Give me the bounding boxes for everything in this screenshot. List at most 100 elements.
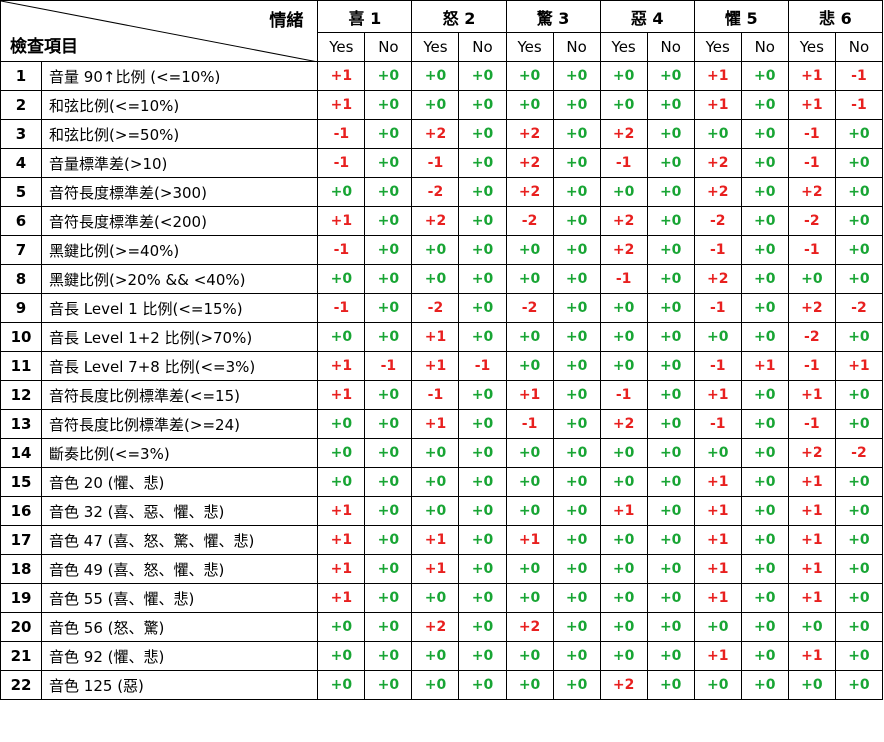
yes-score-cell: +1 <box>787 380 836 410</box>
yes-score-cell: +1 <box>693 583 742 613</box>
yes-score-cell: +0 <box>505 90 554 120</box>
no-score-cell: +0 <box>364 554 413 584</box>
table-row: 6 音符長度標準差(<200) +1 +0 +2 +0 -2 +0 +2 +0 -2 +0 -2 +0 <box>0 206 884 236</box>
yes-score-cell: -1 <box>787 351 836 381</box>
no-header: No <box>364 32 413 62</box>
emotion-header-sadness: 悲 6 <box>787 0 884 33</box>
table-row: 2 和弦比例(<=10%) +1 +0 +0 +0 +0 +0 +0 +0 +1 +0 +1 -1 <box>0 90 884 120</box>
yes-score-cell: +2 <box>693 264 742 294</box>
row-number: 14 <box>0 438 43 468</box>
yes-score-cell: +1 <box>317 583 366 613</box>
yes-score-cell: +2 <box>787 293 836 323</box>
yes-score-cell: +1 <box>505 525 554 555</box>
yes-score-cell: +1 <box>787 525 836 555</box>
no-score-cell: +0 <box>458 438 507 468</box>
table-row: 4 音量標準差(>10) -1 +0 -1 +0 +2 +0 -1 +0 +2 +0 -1 +0 <box>0 148 884 178</box>
no-score-cell: +0 <box>552 293 601 323</box>
table-row: 5 音符長度標準差(>300) +0 +0 -2 +0 +2 +0 +0 +0 +2 +0 +2 +0 <box>0 177 884 207</box>
check-item-label: 黑鍵比例(>=40%) <box>41 235 319 265</box>
no-score-cell: +0 <box>552 61 601 91</box>
no-score-cell: +0 <box>740 177 789 207</box>
no-score-cell: +0 <box>458 119 507 149</box>
yes-score-cell: +0 <box>599 583 648 613</box>
yes-score-cell: +1 <box>693 641 742 671</box>
no-header: No <box>646 32 695 62</box>
row-number: 21 <box>0 641 43 671</box>
no-score-cell: +0 <box>552 554 601 584</box>
yes-score-cell: +0 <box>693 119 742 149</box>
check-item-label: 音符長度比例標準差(<=15) <box>41 380 319 410</box>
row-number: 16 <box>0 496 43 526</box>
no-score-cell: -1 <box>458 351 507 381</box>
no-score-cell: +0 <box>834 583 884 613</box>
yes-score-cell: +0 <box>317 177 366 207</box>
yes-score-cell: +0 <box>411 583 460 613</box>
no-score-cell: +0 <box>364 496 413 526</box>
no-score-cell: +0 <box>552 467 601 497</box>
emotion-header-surprise: 驚 3 <box>505 0 601 33</box>
no-score-cell: +0 <box>740 119 789 149</box>
no-score-cell: +0 <box>552 641 601 671</box>
yes-score-cell: -2 <box>693 206 742 236</box>
yes-score-cell: +0 <box>599 322 648 352</box>
yes-score-cell: +0 <box>505 554 554 584</box>
no-score-cell: +1 <box>740 351 789 381</box>
yes-score-cell: +1 <box>411 554 460 584</box>
no-score-cell: +1 <box>834 351 884 381</box>
no-score-cell: +0 <box>458 554 507 584</box>
yes-score-cell: +1 <box>505 380 554 410</box>
yes-score-cell: +0 <box>411 641 460 671</box>
yes-score-cell: +1 <box>599 496 648 526</box>
no-score-cell: +0 <box>364 119 413 149</box>
yes-score-cell: -2 <box>411 177 460 207</box>
no-score-cell: +0 <box>740 612 789 642</box>
yes-score-cell: +2 <box>505 119 554 149</box>
yes-score-cell: +2 <box>599 235 648 265</box>
yes-score-cell: -1 <box>693 293 742 323</box>
emotion-header-disgust: 惡 4 <box>599 0 695 33</box>
yes-score-cell: +1 <box>787 61 836 91</box>
no-score-cell: +0 <box>552 380 601 410</box>
no-score-cell: +0 <box>458 641 507 671</box>
check-item-label: 和弦比例(>=50%) <box>41 119 319 149</box>
check-item-label: 音符長度標準差(>300) <box>41 177 319 207</box>
check-item-label: 音色 32 (喜、惡、懼、悲) <box>41 496 319 526</box>
no-score-cell: +0 <box>740 554 789 584</box>
no-score-cell: +0 <box>834 206 884 236</box>
yes-score-cell: +0 <box>599 90 648 120</box>
no-score-cell: +0 <box>646 438 695 468</box>
yes-score-cell: -1 <box>317 148 366 178</box>
table-row: 15 音色 20 (懼、悲) +0 +0 +0 +0 +0 +0 +0 +0 +1 +0 +1 +0 <box>0 467 884 497</box>
yes-score-cell: +0 <box>599 61 648 91</box>
yes-score-cell: +1 <box>693 496 742 526</box>
no-score-cell: +0 <box>740 90 789 120</box>
yes-score-cell: -1 <box>787 119 836 149</box>
yes-score-cell: +1 <box>787 467 836 497</box>
yes-score-cell: +1 <box>411 322 460 352</box>
yes-score-cell: +2 <box>693 177 742 207</box>
check-item-label: 音長 Level 7+8 比例(<=3%) <box>41 351 319 381</box>
no-score-cell: +0 <box>646 177 695 207</box>
no-score-cell: +0 <box>646 670 695 700</box>
yes-score-cell: +0 <box>505 264 554 294</box>
no-score-cell: +0 <box>458 235 507 265</box>
yes-score-cell: +0 <box>787 670 836 700</box>
yes-score-cell: +0 <box>599 351 648 381</box>
no-score-cell: +0 <box>458 612 507 642</box>
emotion-header-row: 情緒 檢查項目 喜 1 怒 2 驚 3 惡 4 懼 5 悲 6 <box>0 0 884 62</box>
table-row: 16 音色 32 (喜、惡、懼、悲) +1 +0 +0 +0 +0 +0 +1 +0 +1 +0 +1 +… <box>0 496 884 526</box>
no-score-cell: -1 <box>364 351 413 381</box>
table-row: 11 音長 Level 7+8 比例(<=3%) +1 -1 +1 -1 +0 +0 +0 +0-… <box>0 351 884 381</box>
no-score-cell: +0 <box>740 148 789 178</box>
no-score-cell: +0 <box>458 583 507 613</box>
yes-score-cell: +2 <box>505 148 554 178</box>
no-score-cell: +0 <box>740 61 789 91</box>
table-row: 10 音長 Level 1+2 比例(>70%) +0 +0 +1 +0 +0 +0 +0 +0 +… <box>0 322 884 352</box>
yes-score-cell: +0 <box>599 438 648 468</box>
yes-score-cell: +0 <box>787 612 836 642</box>
table-body: 1 音量 90↑比例 (<=10%) +1 +0 +0 +0 +0 +0 +0 +0 +1 +0 +1-… <box>0 61 884 700</box>
row-number: 7 <box>0 235 43 265</box>
yes-score-cell: +0 <box>505 322 554 352</box>
yes-score-cell: +0 <box>317 264 366 294</box>
yes-score-cell: +0 <box>317 438 366 468</box>
